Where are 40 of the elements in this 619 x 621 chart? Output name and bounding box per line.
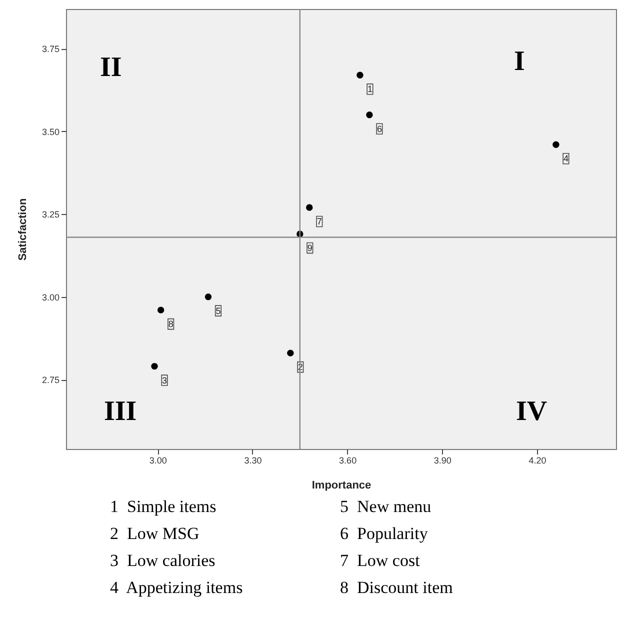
- annotation: IV: [516, 396, 548, 427]
- x-tick-label: 3.00: [149, 456, 167, 466]
- text: 8: [168, 319, 174, 330]
- text: 4: [563, 154, 568, 164]
- y-tick-label: 2.75: [42, 375, 60, 386]
- point: [287, 350, 294, 356]
- text: 7: [316, 216, 322, 226]
- text: 6 Popularity: [340, 524, 429, 545]
- point: [157, 306, 164, 314]
- text: 8 Discount item: [340, 578, 454, 599]
- x-tick-label: 3.90: [434, 456, 452, 466]
- point: [552, 141, 560, 148]
- annotation: II: [100, 52, 122, 83]
- text: 3 Low calories: [110, 551, 216, 572]
- text: 6: [376, 124, 382, 134]
- text: 5: [216, 306, 221, 316]
- point: [356, 72, 364, 79]
- text: 7 Low cost: [340, 551, 421, 572]
- y-tick-label: 3.25: [42, 210, 60, 220]
- x-tick-label: 3.30: [244, 456, 262, 466]
- point: [306, 204, 313, 211]
- y-axis-title: Saticfaction: [16, 198, 29, 261]
- point: [151, 362, 158, 370]
- point: [366, 112, 373, 118]
- point: [204, 293, 212, 300]
- text: 2 Low MSG: [110, 524, 200, 545]
- y-tick-label: 3.75: [42, 44, 60, 54]
- x-axis-title: Importance: [312, 480, 372, 492]
- text: 1 Simple items: [110, 497, 218, 518]
- text: 9: [307, 242, 312, 253]
- text: 4 Appetizing items: [110, 578, 244, 599]
- y-tick-label: 3.00: [42, 292, 60, 302]
- y-tick-label: 3.50: [42, 126, 60, 137]
- x-tick-label: 3.60: [339, 456, 357, 466]
- x-tick-label: 4.20: [528, 456, 546, 466]
- text: 5 New menu: [340, 497, 432, 518]
- annotation: III: [104, 396, 137, 427]
- text: 3: [162, 375, 168, 386]
- text: 1: [367, 84, 372, 94]
- annotation: I: [514, 46, 525, 77]
